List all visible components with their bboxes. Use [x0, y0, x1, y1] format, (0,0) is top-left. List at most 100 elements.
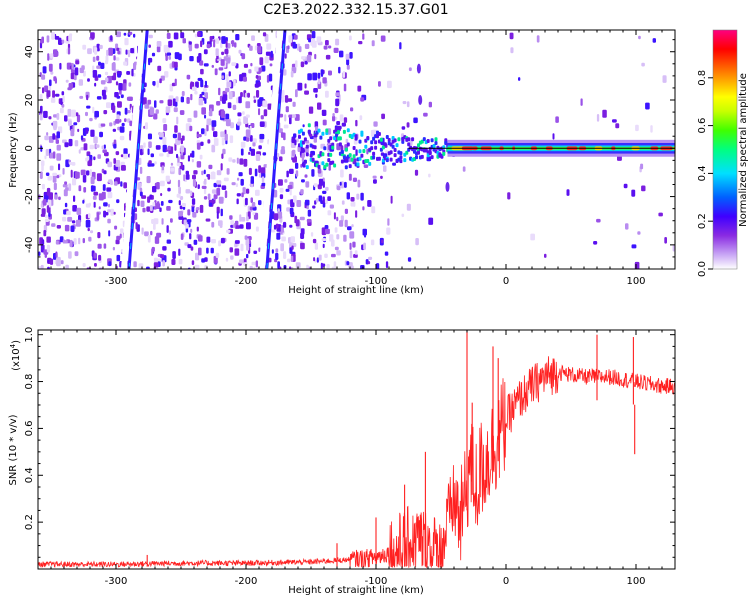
- spectrogram-noise-cell: [159, 207, 162, 213]
- spectrogram-noise-cell: [88, 236, 92, 242]
- spectrogram-noise-cell: [115, 151, 120, 156]
- spectrogram-noise-cell: [225, 87, 230, 93]
- spectrogram-noise-cell: [225, 74, 229, 82]
- spectrogram-noise-cell: [334, 227, 338, 233]
- spectrogram-noise-cell: [289, 116, 292, 125]
- spectrogram-noise-cell: [270, 50, 273, 58]
- spectrogram-noise-cell: [41, 183, 45, 190]
- spectrogram-noise-cell: [46, 90, 51, 98]
- signal-band-cell: [352, 146, 356, 150]
- spectrogram-noise-cell: [544, 253, 547, 258]
- spectrogram-noise-cell: [97, 154, 101, 159]
- spectrogram-noise-cell: [246, 253, 249, 259]
- spectrogram-noise-cell: [220, 59, 225, 66]
- spectrogram-noise-cell: [250, 176, 254, 184]
- spectrogram-noise-cell: [205, 218, 211, 222]
- spectrogram-x-tick-label: -100: [365, 276, 388, 287]
- spectrogram-noise-cell: [121, 122, 125, 127]
- spectrogram-noise-cell: [77, 128, 80, 133]
- spectrogram-noise-cell: [119, 126, 125, 133]
- spectrogram-noise-cell: [275, 248, 279, 253]
- snr-y-tick-label: 1.0: [24, 327, 35, 343]
- spectrogram-frame: [37, 29, 676, 270]
- spectrogram-noise-cell: [355, 119, 358, 127]
- spectrogram-noise-cell: [89, 144, 94, 150]
- spectrogram-noise-cell: [221, 139, 225, 146]
- spectrogram-noise-cell: [41, 208, 46, 215]
- spectrogram-noise-cell: [68, 35, 72, 42]
- spectrogram-noise-cell: [267, 103, 273, 110]
- spectrogram-noise-cell: [98, 193, 104, 201]
- spectrogram-noise-cell: [347, 226, 352, 231]
- spectrogram-noise-cell: [93, 252, 97, 259]
- spectrogram-noise-cell: [195, 252, 200, 261]
- spectrogram-noise-cell: [211, 144, 216, 153]
- signal-band-cell: [313, 145, 317, 150]
- spectrogram-noise-cell: [342, 71, 346, 78]
- spectrogram-noise-cell: [243, 158, 248, 167]
- spectrogram-noise-cell: [48, 199, 52, 208]
- spectrogram-noise-cell: [164, 71, 169, 78]
- spectrogram-noise-cell: [334, 246, 339, 251]
- spectrogram-noise-cell: [56, 144, 61, 151]
- signal-band-cell: [393, 138, 397, 143]
- signal-band-cell: [350, 157, 354, 162]
- spectrogram-noise-cell: [317, 102, 322, 110]
- spectrogram-noise-cell: [120, 181, 123, 187]
- spectrogram-noise-cell: [100, 62, 105, 69]
- spectrogram-noise-cell: [279, 266, 282, 269]
- signal-band-cell: [391, 144, 395, 149]
- spectrogram-noise-cell: [293, 195, 297, 203]
- spectrogram-noise-cell: [40, 203, 43, 208]
- spectrogram-noise-cell: [92, 56, 96, 63]
- spectrogram-noise-cell: [380, 35, 386, 42]
- spectrogram-noise-cell: [285, 188, 290, 192]
- spectrogram-noise-cell: [256, 90, 260, 98]
- spectrogram-noise-cell: [58, 196, 61, 201]
- spectrogram-noise-cell: [180, 32, 185, 39]
- spectrogram-noise-cell: [82, 263, 86, 267]
- spectrogram-noise-cell: [204, 178, 207, 185]
- spectrogram-noise-cell: [250, 62, 253, 67]
- spectrogram-noise-cell: [195, 81, 199, 88]
- spectrogram-noise-cell: [221, 185, 227, 190]
- spectrogram-noise-cell: [153, 223, 156, 230]
- signal-band-cell: [432, 144, 436, 148]
- spectrogram-noise-cell: [168, 40, 173, 48]
- signal-band-cell: [370, 140, 374, 145]
- spectrogram-noise-cell: [346, 261, 350, 266]
- spectrogram-noise-cell: [39, 171, 43, 179]
- signal-band-cell: [337, 127, 340, 132]
- spectrogram-noise-cell: [318, 254, 322, 261]
- spectrogram-patch: [416, 63, 421, 74]
- spectrogram-noise-cell: [146, 176, 151, 184]
- spectrogram-noise-cell: [148, 34, 153, 39]
- signal-band-cell: [426, 139, 430, 143]
- spectrogram-noise-cell: [216, 187, 221, 196]
- signal-band-cell: [442, 151, 446, 156]
- spectrogram-noise-cell: [289, 188, 292, 196]
- spectrogram-noise-cell: [355, 210, 358, 218]
- spectrogram-noise-cell: [235, 183, 239, 188]
- spectrogram-noise-cell: [50, 97, 56, 103]
- spectrogram-noise-cell: [282, 222, 287, 228]
- signal-band-cell: [344, 147, 348, 152]
- spectrogram-noise-cell: [401, 126, 406, 130]
- spectrogram-noise-cell: [151, 52, 156, 57]
- spectrogram-noise-cell: [637, 231, 641, 235]
- signal-band-cell: [352, 154, 356, 159]
- spectrogram-noise-cell: [183, 174, 186, 182]
- spectrogram-noise-cell: [234, 240, 240, 244]
- spectrogram-noise-cell: [350, 107, 354, 112]
- spectrogram-noise-cell: [249, 45, 253, 51]
- spectrogram-noise-cell: [249, 125, 252, 130]
- spectrogram-noise-cell: [204, 114, 207, 119]
- spectrogram-noise-cell: [356, 193, 360, 200]
- spectrogram-noise-cell: [278, 128, 283, 133]
- spectrogram-noise-cell: [211, 120, 217, 127]
- signal-band-cell: [374, 140, 378, 145]
- signal-band-cell: [372, 155, 376, 160]
- spectrogram-noise-cell: [142, 207, 146, 213]
- spectrogram-noise-cell: [147, 196, 151, 203]
- spectrogram-noise-cell: [289, 207, 294, 215]
